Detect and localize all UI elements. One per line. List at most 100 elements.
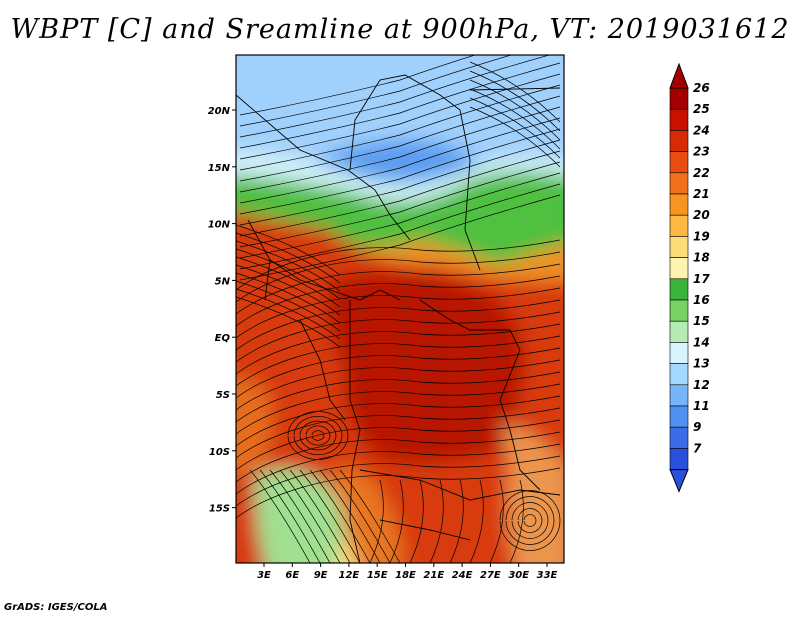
colorbar-label: 12: [693, 378, 710, 392]
streamline: [236, 264, 341, 316]
boundary-line: [379, 519, 471, 541]
streamline: [469, 79, 561, 141]
streamline: [236, 280, 341, 332]
streamline: [269, 469, 331, 563]
streamline: [236, 383, 561, 435]
colorbar-label: 17: [693, 272, 710, 286]
lon-label: 15E: [367, 570, 388, 581]
colorbar-cell: [669, 384, 689, 407]
colorbar-cell: [669, 363, 689, 386]
streamline: [299, 420, 337, 451]
streamline: [305, 425, 331, 446]
streamline: [499, 490, 561, 551]
streamline: [236, 323, 561, 375]
lon-label: 27E: [480, 570, 501, 581]
streamline: [293, 415, 343, 456]
colorbar-label: 7: [693, 441, 702, 455]
streamline: [239, 150, 561, 237]
streamline: [236, 251, 561, 303]
colorbar-label: 26: [693, 81, 710, 95]
streamline: [236, 287, 561, 339]
streamline: [239, 55, 551, 138]
streamline: [236, 407, 561, 459]
colorbar-cell: [669, 426, 689, 449]
lat-label: 15N: [208, 163, 231, 174]
colorbar-label: 22: [693, 166, 710, 180]
lon-label: 6E: [285, 570, 299, 581]
streamline: [236, 240, 341, 292]
streamline: [509, 479, 524, 563]
streamline: [287, 411, 349, 460]
streamline: [236, 335, 561, 387]
streamline: [469, 106, 561, 168]
boundary-line: [269, 259, 401, 301]
streamline: [236, 275, 561, 327]
streamline: [239, 106, 561, 193]
lat-label: 10N: [208, 220, 231, 231]
lat-label: 5N: [215, 276, 231, 287]
streamline: [389, 479, 404, 563]
colorbar-cell: [669, 130, 689, 152]
streamline: [236, 431, 561, 483]
colorbar-label: 24: [693, 123, 710, 137]
streamline: [239, 128, 561, 215]
boundary-line: [349, 300, 361, 563]
colorbar-cell: [669, 236, 689, 258]
streamline: [239, 84, 561, 171]
colorbar-cell: [669, 151, 689, 174]
colorbar-cell: [669, 257, 689, 280]
lon-label: 12E: [339, 570, 360, 581]
colorbar-cell: [669, 320, 689, 343]
colorbar: 26 25 24 23 22 21 20 19 18 17 16 15 14 13 12 11 9 7: [669, 62, 710, 493]
boundary-line: [469, 87, 561, 91]
streamline: [236, 467, 561, 519]
footer-credit: GrADS: IGES/COLA: [4, 602, 108, 613]
streamline: [505, 496, 555, 545]
colorbar-bottom-arrow: [669, 469, 689, 493]
streamline: [449, 479, 464, 563]
colorbar-label: 9: [693, 420, 701, 434]
streamline: [239, 194, 561, 281]
streamline: [469, 61, 561, 123]
boundary-line: [359, 469, 561, 501]
streamline: [239, 183, 561, 270]
streamline: [469, 97, 561, 159]
lon-label: 33E: [537, 570, 558, 581]
colorbar-label: 20: [693, 208, 710, 222]
streamline: [236, 296, 341, 348]
boundaries: [236, 74, 561, 563]
lon-label: 3E: [257, 570, 271, 581]
streamline: [239, 117, 561, 204]
streamline: [489, 479, 504, 563]
boundary-line: [349, 74, 481, 271]
map-frame: [235, 54, 565, 564]
colorbar-label: 16: [693, 293, 710, 307]
streamline: [236, 419, 561, 471]
streamline: [429, 479, 444, 563]
streamline: [517, 508, 543, 533]
streamline: [236, 232, 341, 284]
streamline: [236, 443, 561, 495]
streamline: [236, 256, 341, 308]
colorbar-cell: [669, 299, 689, 322]
streamline: [311, 430, 325, 441]
streamline: [236, 263, 561, 315]
streamline: [239, 161, 561, 248]
field-band-green: [236, 172, 564, 270]
streamline: [299, 469, 361, 563]
longitude-axis: 3E 6E 9E 12E 15E 18E 21E 24E 27E 30E 33E: [257, 563, 558, 581]
wbpt-field: [236, 55, 564, 563]
lat-label: 10S: [209, 447, 230, 458]
streamline: [319, 469, 381, 563]
colorbar-cell: [669, 448, 689, 470]
colorbar-label: 11: [693, 399, 710, 413]
streamline: [339, 469, 401, 563]
field-band-orange-w: [236, 377, 272, 473]
streamline: [236, 311, 561, 363]
streamline: [239, 139, 561, 226]
streamline: [236, 455, 561, 507]
streamline: [236, 272, 341, 324]
streamline: [239, 95, 561, 182]
lon-label: 18E: [395, 570, 416, 581]
